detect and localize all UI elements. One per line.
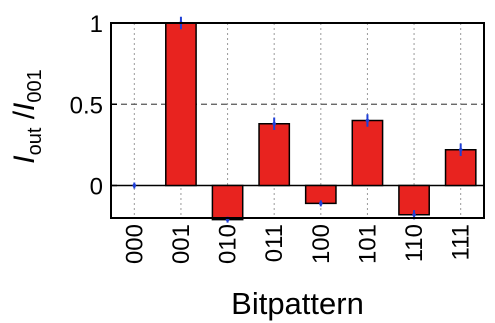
y-axis-label: Iout /I001 (8, 69, 46, 164)
y-label-separator: / (8, 110, 41, 127)
y-tick-labels: 00.51 (70, 11, 117, 201)
point-011 (272, 121, 276, 126)
error-bars (132, 16, 463, 223)
x-tick-label: 001 (168, 224, 195, 264)
point-110 (412, 212, 416, 217)
plot-frame (110, 22, 485, 219)
y-label-denominator: I (8, 103, 41, 111)
y-tick-label: 0 (90, 174, 103, 201)
x-tick-label: 101 (354, 224, 381, 264)
x-tick-label: 100 (308, 224, 335, 264)
x-tick-label: 111 (448, 224, 475, 260)
bar-101 (351, 119, 384, 187)
x-tick-label: 000 (121, 224, 148, 264)
x-tick-label: 110 (401, 224, 428, 262)
y-label-denominator-sub: 001 (24, 69, 46, 102)
point-101 (365, 118, 370, 123)
x-tick-label: 011 (261, 224, 288, 262)
x-tick-labels: 000 001 010 011 100 101 110 111 (121, 224, 474, 264)
x-tick-label: 010 (215, 224, 242, 264)
bar-010 (211, 184, 244, 221)
y-tick-label: 1 (90, 11, 103, 38)
bars (165, 22, 477, 221)
bar-001 (165, 22, 197, 187)
point-111 (458, 147, 463, 152)
x-axis-label: Bitpattern (231, 286, 364, 321)
bar-011 (258, 123, 291, 187)
y-tick-label: 0.5 (70, 92, 103, 119)
bar-110 (398, 184, 430, 216)
y-label-numerator: I (8, 155, 41, 163)
point-000 (132, 183, 137, 188)
y-label-numerator-sub: out (24, 127, 46, 155)
point-100 (319, 201, 323, 206)
